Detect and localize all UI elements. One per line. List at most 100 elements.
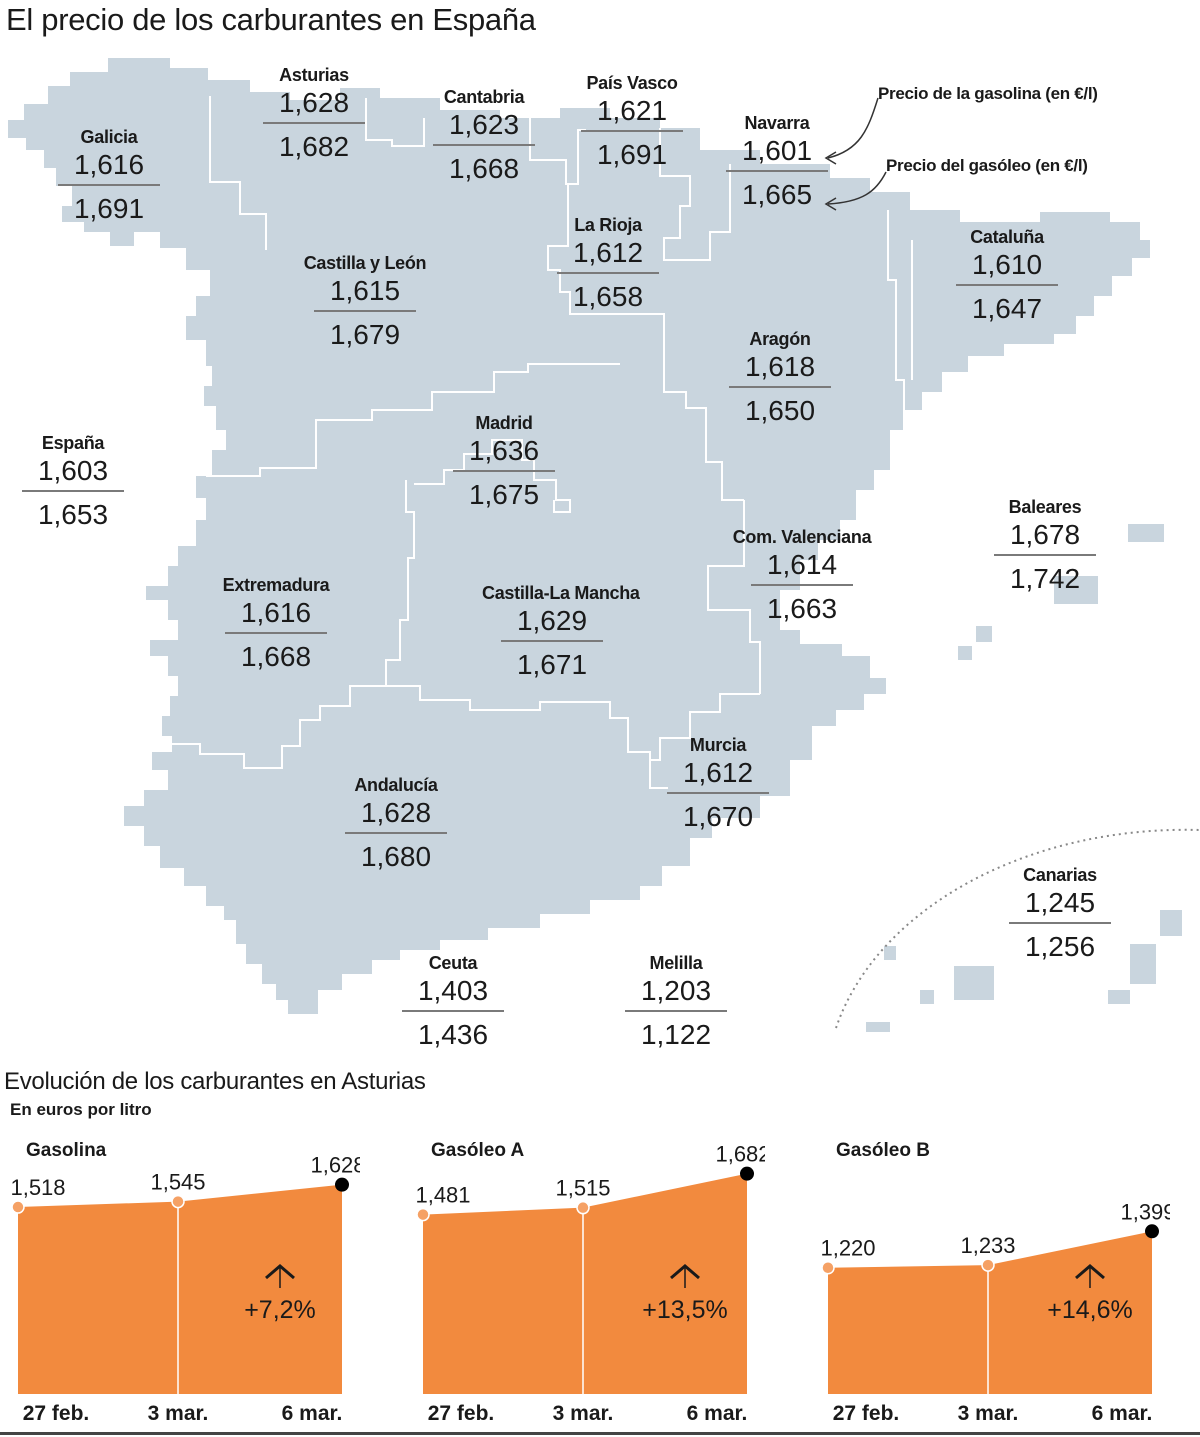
region-divider <box>581 130 683 132</box>
region-gasoline: 1,601 <box>741 135 813 166</box>
region-divider <box>625 1010 727 1012</box>
region-diesel: 1,671 <box>516 649 588 680</box>
gasoline-arrowhead <box>824 151 837 165</box>
area-fill <box>423 1173 747 1394</box>
value-label: 1,628 <box>310 1153 360 1178</box>
region-gasoline: 1,636 <box>468 435 540 466</box>
region-gasoline: 1,621 <box>596 95 668 126</box>
chart-gasolina-svg: Gasolina 1,518 1,545 1,628 27 feb. 3 mar. 6 ma… <box>10 1140 360 1425</box>
region-gasoline: 1,615 <box>329 275 401 306</box>
region-divider <box>225 632 327 634</box>
chart-gasoleo-b-svg: Gasóleo B 1,220 1,233 1,399 27 feb. 3 mar. 6 m… <box>820 1140 1170 1425</box>
region-aragon: Aragón 1,618 1,650 <box>710 328 850 428</box>
region-diesel: 1,663 <box>766 593 838 624</box>
change-label: +7,2% <box>244 1296 316 1324</box>
region-gasoline: 1,616 <box>73 149 145 180</box>
region-cantabria: Cantabria 1,623 1,668 <box>414 86 554 186</box>
region-diesel: 1,650 <box>744 395 816 426</box>
up-arrow-icon <box>265 1264 295 1280</box>
region-diesel: 1,436 <box>417 1019 489 1050</box>
region-diesel: 1,682 <box>278 131 350 162</box>
region-name: España <box>41 433 105 453</box>
region-gasoline: 1,628 <box>360 797 432 828</box>
data-point <box>576 1200 590 1215</box>
region-name: Ceuta <box>428 953 478 973</box>
data-point <box>171 1194 185 1209</box>
change-label: +13,5% <box>642 1296 728 1324</box>
region-name: Baleares <box>1008 497 1082 517</box>
value-label: 1,220 <box>820 1236 875 1261</box>
region-gasoline: 1,614 <box>766 549 838 580</box>
region-diesel: 1,675 <box>468 479 540 510</box>
region-cataluna: Cataluña 1,610 1,647 <box>937 226 1077 326</box>
region-gasoline: 1,603 <box>37 455 109 486</box>
region-diesel: 1,668 <box>240 641 312 672</box>
region-divider <box>994 554 1096 556</box>
category-label: 3 mar. <box>148 1402 209 1425</box>
change-label: +14,6% <box>1047 1296 1133 1324</box>
region-gasoline: 1,610 <box>971 249 1043 280</box>
region-divider <box>314 310 416 312</box>
value-label: 1,515 <box>555 1176 610 1201</box>
data-point <box>11 1200 25 1214</box>
page-title: El precio de los carburantes en España <box>6 2 536 37</box>
data-point <box>821 1260 835 1275</box>
section-unit: En euros por litro <box>10 1100 152 1119</box>
region-com-valenciana: Com. Valenciana 1,614 1,663 <box>732 526 872 626</box>
region-galicia: Galicia 1,616 1,691 <box>39 126 179 226</box>
value-label: 1,233 <box>960 1233 1015 1258</box>
region-name: Canarias <box>1023 865 1097 885</box>
region-divider <box>1009 922 1111 924</box>
region-diesel: 1,680 <box>360 841 432 872</box>
region-divider <box>956 284 1058 286</box>
region-name: Cataluña <box>970 227 1044 247</box>
category-label: 6 mar. <box>282 1402 343 1425</box>
region-gasoline: 1,403 <box>417 975 489 1006</box>
region-gasoline: 1,612 <box>572 237 644 268</box>
area-fill <box>18 1184 342 1394</box>
region-divider <box>453 470 555 472</box>
region-divider <box>751 584 853 586</box>
region-castilla-y-leon: Castilla y León 1,615 1,679 <box>295 252 435 352</box>
region-navarra: Navarra 1,601 1,665 <box>707 112 847 212</box>
gasoline-note: Precio de la gasolina (en €/l) <box>878 84 1098 103</box>
category-label: 3 mar. <box>553 1402 614 1425</box>
peninsula-shape <box>8 58 1150 1014</box>
region-diesel: 1,665 <box>741 179 813 210</box>
region-divider <box>667 792 769 794</box>
diesel-note: Precio del gasóleo (en €/l) <box>886 156 1088 175</box>
region-diesel: 1,653 <box>37 499 109 530</box>
value-label: 1,682 <box>715 1142 765 1167</box>
region-ceuta: Ceuta 1,403 1,436 <box>383 952 523 1052</box>
region-diesel: 1,647 <box>971 293 1043 324</box>
region-divider <box>345 832 447 834</box>
bottom-rule <box>0 1432 1200 1435</box>
region-name: Castilla y León <box>303 253 427 273</box>
region-divider <box>501 640 603 642</box>
spain-map <box>8 58 1200 1032</box>
baleares-shape <box>958 524 1164 660</box>
region-name: Castilla-La Mancha <box>482 583 640 603</box>
region-melilla: Melilla 1,203 1,122 <box>606 952 746 1052</box>
canarias-shape <box>866 910 1182 1032</box>
region-gasoline: 1,203 <box>640 975 712 1006</box>
region-gasoline: 1,628 <box>278 87 350 118</box>
chart-title: Gasóleo A <box>431 1140 525 1161</box>
region-extremadura: Extremadura 1,616 1,668 <box>206 574 346 674</box>
chart-gasolina: Gasolina 1,518 1,545 1,628 27 feb. 3 mar. 6 ma… <box>0 1130 360 1435</box>
category-label: 27 feb. <box>428 1402 495 1425</box>
chart-gasoleo-a-svg: Gasóleo A 1,481 1,515 1,682 27 feb. 3 mar. 6 m… <box>415 1140 765 1425</box>
region-baleares: Baleares 1,678 1,742 <box>975 496 1115 596</box>
region-diesel: 1,256 <box>1024 931 1096 962</box>
chart-gasoleo-a: Gasóleo A 1,481 1,515 1,682 27 feb. 3 mar. 6 m… <box>405 1130 765 1435</box>
region-gasoline: 1,678 <box>1009 519 1081 550</box>
region-diesel: 1,679 <box>329 319 401 350</box>
region-gasoline: 1,612 <box>682 757 754 788</box>
region-madrid: Madrid 1,636 1,675 <box>434 412 574 512</box>
category-label: 6 mar. <box>1092 1402 1153 1425</box>
region-name: Navarra <box>744 113 810 133</box>
region-name: Extremadura <box>222 575 330 595</box>
region-andalucia: Andalucía 1,628 1,680 <box>326 774 466 874</box>
category-label: 6 mar. <box>687 1402 748 1425</box>
region-name: Andalucía <box>354 775 438 795</box>
